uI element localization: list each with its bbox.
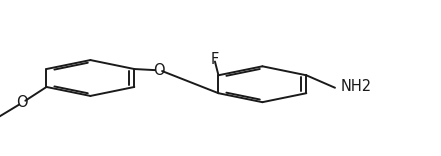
Text: O: O: [16, 95, 28, 110]
Text: F: F: [211, 52, 219, 67]
Text: O: O: [153, 63, 164, 78]
Text: NH2: NH2: [340, 79, 372, 95]
